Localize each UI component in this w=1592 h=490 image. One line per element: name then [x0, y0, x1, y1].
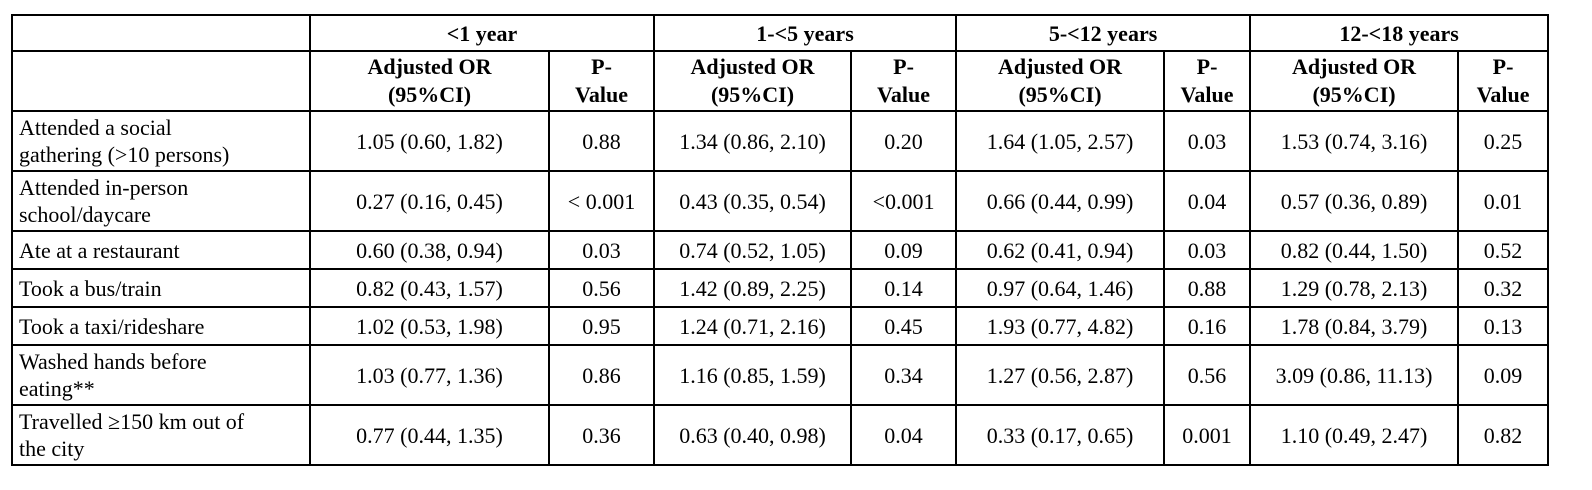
p-value-cell: 0.45	[850, 306, 958, 346]
p-value-cell: 0.001	[1163, 404, 1252, 466]
table-row: Took a bus/train 0.82 (0.43, 1.57) 0.56 …	[11, 268, 1550, 308]
adjusted-or-cell: 0.97 (0.64, 1.46)	[955, 268, 1166, 308]
table-body: Attended a social gathering (>10 persons)…	[11, 110, 1550, 466]
p-value-cell: 0.82	[1457, 404, 1550, 466]
adjusted-or-cell: 0.82 (0.43, 1.57)	[309, 268, 550, 308]
p-value-cell: 0.56	[547, 268, 656, 308]
p-value-cell: 0.14	[850, 268, 958, 308]
p-value-cell: 0.03	[1163, 110, 1252, 172]
p-value-cell: 0.25	[1457, 110, 1550, 172]
p-value-cell: 0.09	[850, 230, 958, 270]
adjusted-or-cell: 1.27 (0.56, 2.87)	[955, 344, 1166, 406]
table-header: <1 year 1-<5 years 5-<12 years 12-<18 ye…	[11, 14, 1550, 112]
adjusted-or-cell: 1.93 (0.77, 4.82)	[955, 306, 1166, 346]
table-row: Washed hands before eating** 1.03 (0.77, …	[11, 344, 1550, 406]
adjusted-or-cell: 1.02 (0.53, 1.98)	[309, 306, 550, 346]
adjusted-or-cell: 1.34 (0.86, 2.10)	[653, 110, 853, 172]
p-value-cell: 0.34	[850, 344, 958, 406]
adjusted-or-cell: 0.60 (0.38, 0.94)	[309, 230, 550, 270]
adjusted-or-header: Adjusted OR (95%CI)	[309, 50, 550, 112]
p-value-cell: 0.56	[1163, 344, 1252, 406]
adjusted-or-cell: 1.16 (0.85, 1.59)	[653, 344, 853, 406]
p-value-header: P- Value	[850, 50, 958, 112]
row-label: Attended in-person school/daycare	[11, 170, 311, 232]
row-label: Washed hands before eating**	[11, 344, 311, 406]
row-label: Took a bus/train	[11, 268, 311, 308]
p-value-cell: 0.13	[1457, 306, 1550, 346]
p-value-header: P- Value	[1457, 50, 1550, 112]
adjusted-or-cell: 0.63 (0.40, 0.98)	[653, 404, 853, 466]
p-value-cell: 0.04	[850, 404, 958, 466]
table-row: Ate at a restaurant 0.60 (0.38, 0.94) 0.…	[11, 230, 1550, 270]
p-value-cell: 0.52	[1457, 230, 1550, 270]
table-row: Travelled ≥150 km out of the city 0.77 (0…	[11, 404, 1550, 466]
adjusted-or-cell: 0.43 (0.35, 0.54)	[653, 170, 853, 232]
column-header-row: Adjusted OR (95%CI) P- Value Adjusted OR (9…	[11, 50, 1550, 112]
age-group-header: 12-<18 years	[1249, 14, 1550, 52]
adjusted-or-header: Adjusted OR (95%CI)	[653, 50, 853, 112]
table-row: Attended a social gathering (>10 persons)…	[11, 110, 1550, 172]
adjusted-or-cell: 0.57 (0.36, 0.89)	[1249, 170, 1460, 232]
p-value-cell: 0.04	[1163, 170, 1252, 232]
adjusted-or-cell: 1.53 (0.74, 3.16)	[1249, 110, 1460, 172]
p-value-cell: 0.95	[547, 306, 656, 346]
adjusted-or-cell: 0.62 (0.41, 0.94)	[955, 230, 1166, 270]
header-corner-cell	[11, 14, 311, 52]
p-value-cell: 0.03	[1163, 230, 1252, 270]
adjusted-or-cell: 1.10 (0.49, 2.47)	[1249, 404, 1460, 466]
adjusted-or-cell: 1.78 (0.84, 3.79)	[1249, 306, 1460, 346]
row-label: Attended a social gathering (>10 persons)	[11, 110, 311, 172]
adjusted-or-cell: 0.33 (0.17, 0.65)	[955, 404, 1166, 466]
p-value-cell: 0.16	[1163, 306, 1252, 346]
age-group-header: 1-<5 years	[653, 14, 958, 52]
adjusted-or-cell: 1.03 (0.77, 1.36)	[309, 344, 550, 406]
adjusted-or-cell: 3.09 (0.86, 11.13)	[1249, 344, 1460, 406]
adjusted-or-cell: 1.29 (0.78, 2.13)	[1249, 268, 1460, 308]
adjusted-or-cell: 0.74 (0.52, 1.05)	[653, 230, 853, 270]
row-label: Travelled ≥150 km out of the city	[11, 404, 311, 466]
adjusted-or-cell: 1.05 (0.60, 1.82)	[309, 110, 550, 172]
odds-ratio-table: <1 year 1-<5 years 5-<12 years 12-<18 ye…	[11, 14, 1550, 466]
table-row: Attended in-person school/daycare 0.27 (0…	[11, 170, 1550, 232]
adjusted-or-cell: 0.66 (0.44, 0.99)	[955, 170, 1166, 232]
age-group-header-row: <1 year 1-<5 years 5-<12 years 12-<18 ye…	[11, 14, 1550, 52]
adjusted-or-cell: 0.27 (0.16, 0.45)	[309, 170, 550, 232]
p-value-cell: 0.86	[547, 344, 656, 406]
adjusted-or-cell: 0.82 (0.44, 1.50)	[1249, 230, 1460, 270]
adjusted-or-cell: 0.77 (0.44, 1.35)	[309, 404, 550, 466]
p-value-cell: 0.36	[547, 404, 656, 466]
adjusted-or-header: Adjusted OR (95%CI)	[955, 50, 1166, 112]
p-value-header: P- Value	[1163, 50, 1252, 112]
p-value-cell: 0.03	[547, 230, 656, 270]
p-value-cell: 0.09	[1457, 344, 1550, 406]
header-corner-cell	[11, 50, 311, 112]
row-label: Took a taxi/rideshare	[11, 306, 311, 346]
p-value-cell: 0.88	[1163, 268, 1252, 308]
p-value-header: P- Value	[547, 50, 656, 112]
adjusted-or-header: Adjusted OR (95%CI)	[1249, 50, 1460, 112]
adjusted-or-cell: 1.42 (0.89, 2.25)	[653, 268, 853, 308]
row-label: Ate at a restaurant	[11, 230, 311, 270]
adjusted-or-cell: 1.24 (0.71, 2.16)	[653, 306, 853, 346]
age-group-header: <1 year	[308, 14, 656, 52]
age-group-header: 5-<12 years	[955, 14, 1252, 52]
p-value-cell: 0.32	[1457, 268, 1550, 308]
p-value-cell: < 0.001	[547, 170, 656, 232]
p-value-cell: 0.88	[547, 110, 656, 172]
p-value-cell: 0.20	[850, 110, 958, 172]
p-value-cell: <0.001	[850, 170, 958, 232]
adjusted-or-cell: 1.64 (1.05, 2.57)	[955, 110, 1166, 172]
p-value-cell: 0.01	[1457, 170, 1550, 232]
table-row: Took a taxi/rideshare 1.02 (0.53, 1.98) …	[11, 306, 1550, 346]
